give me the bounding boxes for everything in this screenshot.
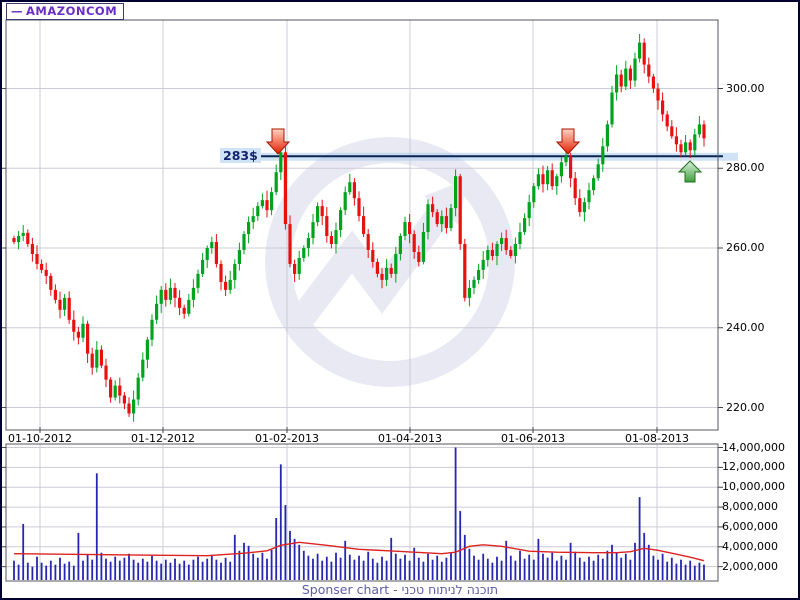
- down-arrow-marker: [555, 128, 581, 155]
- date-axis-tick-label: 01-12-2012: [131, 432, 195, 445]
- date-axis-tick-label: 01-04-2013: [378, 432, 442, 445]
- price-axis-tick-label: 280.00: [726, 161, 765, 175]
- price-line-label: 283$: [220, 148, 261, 163]
- down-arrow-marker: [265, 128, 291, 155]
- series-legend: — AMAZONCOM: [6, 3, 125, 20]
- volume-axis-tick-label: 6,000,000: [722, 519, 778, 533]
- up-arrow-marker: [677, 160, 703, 183]
- date-axis-tick-label: 01-02-2013: [255, 432, 319, 445]
- chart-caption: Sponser chart - תוכנה לניתוח טכני: [301, 582, 499, 597]
- date-axis-tick-label: 01-10-2012: [8, 432, 72, 445]
- series-name: AMAZONCOM: [26, 4, 118, 18]
- series-line-sample: —: [11, 4, 23, 18]
- volume-axis-tick-label: 8,000,000: [722, 500, 778, 514]
- price-axis-tick-label: 220.00: [726, 400, 765, 414]
- price-axis-tick-label: 240.00: [726, 320, 765, 334]
- volume-axis-tick-label: 14,000,000: [722, 440, 785, 454]
- price-axis-tick-label: 260.00: [726, 241, 765, 254]
- volume-axis-tick-label: 12,000,000: [722, 460, 785, 474]
- volume-axis-tick-label: 10,000,000: [722, 480, 785, 494]
- date-axis-tick-label: 01-08-2013: [625, 432, 689, 445]
- date-axis-tick-label: 01-06-2013: [501, 432, 565, 445]
- volume-axis-tick-label: 2,000,000: [722, 559, 778, 573]
- volume-axis-tick-label: 4,000,000: [722, 539, 778, 553]
- price-axis-tick-label: 300.00: [726, 81, 765, 95]
